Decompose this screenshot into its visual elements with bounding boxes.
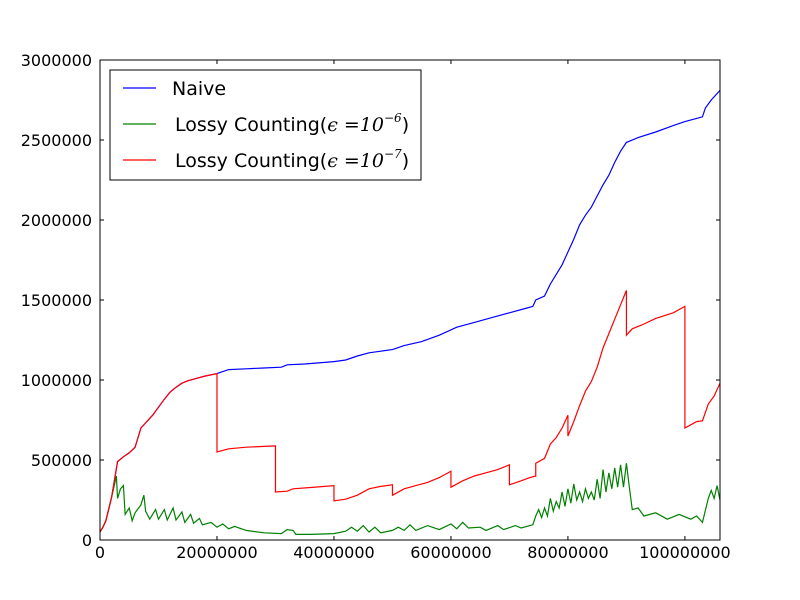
y-tick-label: 500000 bbox=[31, 451, 92, 470]
x-tick-label: 60000000 bbox=[410, 543, 491, 562]
series-line-1 bbox=[100, 463, 720, 535]
y-tick-label: 1500000 bbox=[21, 291, 92, 310]
y-tick-label: 2500000 bbox=[21, 131, 92, 150]
axis-ticks: 0 20000000 40000000 60000000 80000000 1000000… bbox=[21, 51, 731, 562]
series-layer bbox=[100, 89, 720, 535]
legend-label: Naive bbox=[172, 78, 226, 100]
legend-label: Lossy Counting(ϵ =10−7) bbox=[175, 147, 409, 172]
x-tick-label: 100000000 bbox=[639, 543, 731, 562]
series-line-2 bbox=[100, 290, 720, 533]
legend: Naive Lossy Counting(ϵ =10−6) Lossy Counti… bbox=[109, 69, 422, 181]
y-tick-label: 3000000 bbox=[21, 51, 92, 70]
x-tick-label: 80000000 bbox=[527, 543, 608, 562]
legend-box bbox=[109, 69, 422, 181]
x-tick-label: 0 bbox=[95, 543, 105, 562]
y-tick-label: 0 bbox=[82, 531, 92, 550]
legend-label: Lossy Counting(ϵ =10−6) bbox=[175, 111, 409, 136]
y-tick-label: 2000000 bbox=[21, 211, 92, 230]
x-tick-label: 20000000 bbox=[176, 543, 257, 562]
x-tick-label: 40000000 bbox=[293, 543, 374, 562]
y-tick-label: 1000000 bbox=[21, 371, 92, 390]
